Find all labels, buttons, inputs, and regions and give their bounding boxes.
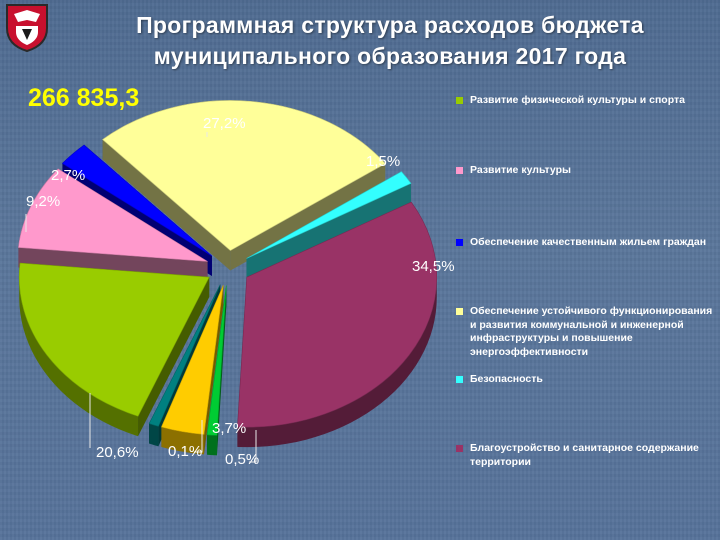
pie-slice-top-7: [206, 285, 227, 436]
pie-slice-wall-1-1: [138, 277, 210, 437]
pie-slice-4: [102, 100, 386, 271]
data-label-9: 0,1%: [168, 443, 202, 460]
legend-label-2: Развитие культуры: [470, 164, 571, 176]
legend-item-3: Обеспечение качественным жильем граждан: [456, 236, 714, 250]
pie-slice-top-1: [18, 262, 210, 417]
legend-label-5: Безопасность: [470, 373, 543, 385]
pie-slice-2: [18, 168, 208, 282]
pie-slice-wall-4-2: [230, 163, 386, 271]
data-label-2: 9,2%: [26, 193, 60, 210]
legend-swatch-3: [456, 239, 463, 246]
legend-swatch-6: [456, 445, 463, 452]
legend-label-3: Обеспечение качественным жильем граждан: [470, 236, 707, 248]
pie-slice-top-4: [102, 100, 386, 251]
legend-item-1: Развитие физической культуры и спорта: [456, 94, 714, 108]
budget-total-value: 266 835,3: [28, 84, 140, 112]
pie-slice-1: [18, 262, 210, 437]
legend-swatch-5: [456, 376, 463, 383]
legend-item-5: Безопасность: [456, 373, 714, 387]
data-label-6: 34,5%: [412, 258, 455, 275]
data-label-1: 20,6%: [96, 444, 139, 461]
legend-swatch-4: [456, 308, 463, 315]
legend-item-4: Обеспечение устойчивого функционирования…: [456, 305, 714, 359]
pie-slice-wall-7-1: [216, 285, 227, 456]
pie-slice-top-3: [61, 144, 213, 257]
legend-swatch-2: [456, 167, 463, 174]
pie-slice-top-8: [161, 285, 224, 435]
data-label-4: 27,2%: [203, 115, 246, 132]
data-label-8: 3,7%: [212, 420, 246, 437]
pie-slice-7: [206, 285, 227, 456]
pie-slice-5: [246, 171, 412, 279]
legend-item-2: Развитие культуры: [456, 164, 714, 178]
pie-slice-wall-8-1: [203, 285, 224, 455]
legend-label-1: Развитие физической культуры и спорта: [470, 94, 685, 106]
pie-slice-top-5: [246, 171, 412, 259]
pie-slice-side-6: [237, 276, 437, 448]
legend-label-6: Благоустройство и санитарное содержание …: [470, 442, 699, 468]
page-title-line-1: Программная структура расходов бюджета: [136, 12, 644, 38]
pie-slice-wall-4-1: [102, 139, 231, 271]
data-label-3: 2,7%: [51, 167, 85, 184]
pie-slice-top-9: [148, 284, 221, 427]
coat-of-arms-icon: [6, 4, 48, 52]
pie-slice-side-9: [149, 423, 159, 447]
pie-slice-side-8: [161, 427, 204, 455]
pie-slice-top-2: [18, 168, 208, 262]
pie-slice-top-6: [237, 201, 438, 428]
legend-swatch-1: [456, 97, 463, 104]
leader-line-7: [249, 430, 257, 463]
legend-item-6: Благоустройство и санитарное содержание …: [456, 442, 714, 469]
pie-slice-8: [161, 285, 224, 455]
page-title: Программная структура расходов бюджета м…: [60, 10, 720, 72]
pie-slice-6: [237, 201, 438, 448]
pie-slice-wall-2-1: [18, 247, 208, 282]
page-title-line-2: муниципального образования 2017 года: [153, 43, 627, 69]
pie-slice-side-7: [207, 434, 217, 456]
data-label-5: 1,5%: [366, 153, 400, 170]
pie-slice-side-1: [19, 278, 139, 437]
legend-label-4: Обеспечение устойчивого функционирования…: [470, 305, 713, 358]
pie-slice-wall-5-2: [246, 183, 411, 279]
leader-line-9: [194, 420, 203, 453]
data-label-7: 0,5%: [225, 451, 259, 468]
